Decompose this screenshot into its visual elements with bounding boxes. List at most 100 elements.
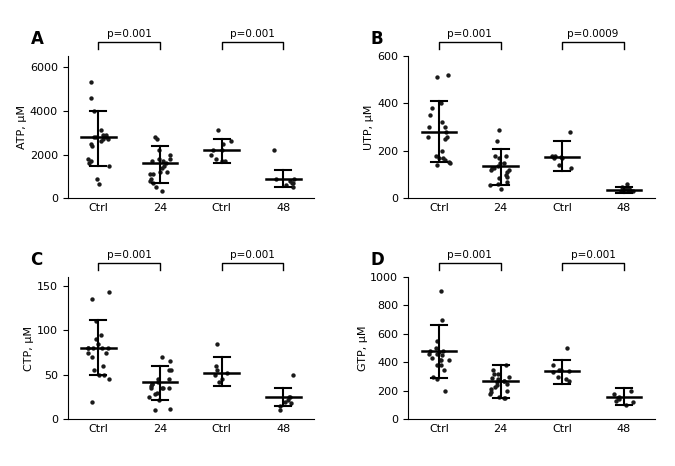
Point [283,396,294,404]
Point [500,394,510,402]
Point [288,184,298,191]
Point [206,151,217,158]
Point [104,376,115,383]
Point [495,159,506,166]
Point [155,168,166,176]
Point [146,382,157,389]
Point [211,367,222,374]
Y-axis label: CTP, μM: CTP, μM [24,326,34,370]
Y-axis label: UTP, μM: UTP, μM [364,104,375,150]
Point [441,133,452,140]
Point [503,166,514,174]
Point [103,136,114,143]
Point [152,389,163,397]
Point [614,396,624,403]
Point [489,383,500,391]
Point [565,128,576,136]
Text: p=0.001: p=0.001 [230,250,275,260]
Point [491,382,502,389]
Point [284,393,295,401]
Point [208,146,219,154]
Text: p=0.001: p=0.001 [107,250,152,260]
Point [489,152,500,159]
Point [145,171,156,178]
Point [211,155,222,163]
Point [489,164,500,171]
Point [608,390,619,397]
Point [435,288,446,295]
Point [82,344,93,352]
Point [150,407,161,414]
Point [549,154,560,162]
Point [221,370,232,377]
Point [438,366,449,373]
Point [225,138,236,145]
Point [493,180,504,188]
Point [437,147,448,155]
Point [439,135,450,143]
Point [98,371,109,378]
Point [617,183,628,190]
Point [499,394,510,402]
Point [492,376,503,383]
Point [165,358,176,365]
Point [288,175,299,183]
Text: B: B [371,30,383,48]
Point [154,155,165,163]
Point [426,354,437,362]
Point [424,350,435,357]
Point [146,384,157,392]
Point [275,402,286,410]
Point [82,155,93,163]
Point [443,356,454,363]
Point [98,136,109,143]
Point [216,146,227,154]
Point [98,131,109,138]
Point [161,168,172,176]
Point [428,373,439,380]
Text: p=0.001: p=0.001 [107,29,152,39]
Point [489,370,500,377]
Point [564,377,574,384]
Point [436,119,447,126]
Point [502,173,512,181]
Point [87,398,98,405]
Point [495,185,506,192]
Point [103,344,114,352]
Point [625,186,636,194]
Point [151,184,161,191]
Point [431,162,442,169]
Point [611,397,622,404]
Text: p=0.001: p=0.001 [230,29,275,39]
Point [485,390,495,397]
Point [285,393,296,401]
Point [165,151,176,158]
Point [157,158,168,165]
Y-axis label: GTP, μM: GTP, μM [358,325,367,371]
Text: p=0.001: p=0.001 [448,29,492,39]
Point [95,138,106,145]
Point [288,179,298,187]
Point [94,180,105,188]
Point [423,123,434,131]
Point [434,154,445,162]
Point [83,344,94,352]
Point [217,140,228,147]
Text: C: C [30,251,43,269]
Point [101,131,111,138]
Point [614,393,624,400]
Point [439,123,450,131]
Point [547,369,558,376]
Point [286,400,296,407]
Point [101,133,112,141]
Point [101,349,111,356]
Point [431,376,442,383]
Point [436,356,447,363]
Point [96,331,107,338]
Point [441,128,452,136]
Point [433,349,444,356]
Point [212,127,223,134]
Point [444,159,455,166]
Point [499,377,510,384]
Point [165,367,176,374]
